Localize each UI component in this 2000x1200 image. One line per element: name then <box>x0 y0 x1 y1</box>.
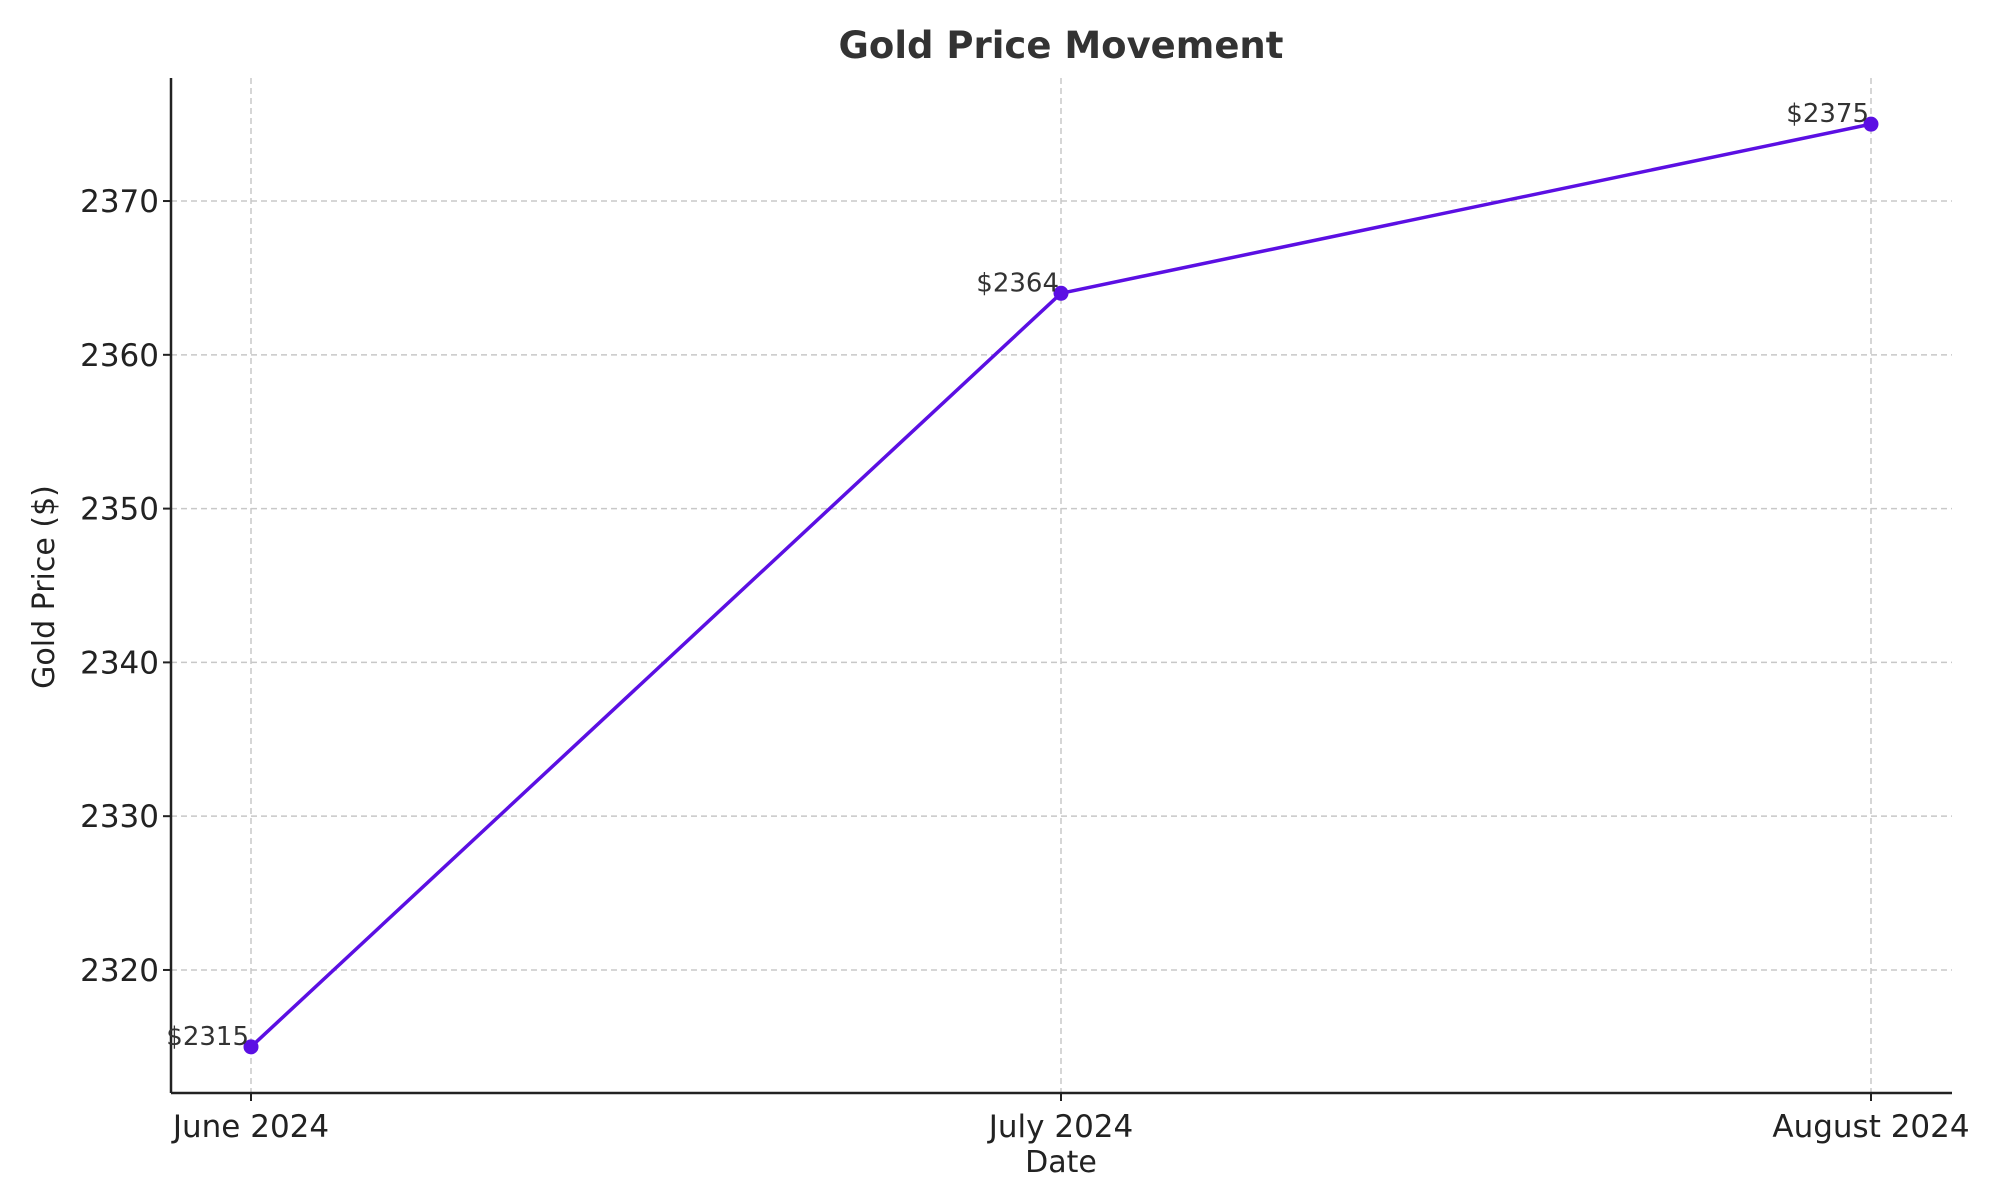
data-label: $2364 <box>976 268 1059 298</box>
chart-title: Gold Price Movement <box>839 24 1284 67</box>
y-tick-label: 2350 <box>80 492 159 528</box>
data-point <box>1863 116 1879 132</box>
x-tick-label: August 2024 <box>1772 1109 1969 1145</box>
data-label: $2375 <box>1786 99 1869 129</box>
data-label: $2315 <box>166 1022 249 1052</box>
data-point <box>1053 285 1069 301</box>
series-layer <box>243 116 1879 1055</box>
y-tick-label: 2370 <box>80 184 159 220</box>
x-axis-label: Date <box>1025 1145 1097 1180</box>
y-tick-label: 2330 <box>80 799 159 835</box>
ticks-layer: 2320 2330 2340 2350 2360 2370 June 2024 July 20… <box>80 184 1970 1145</box>
y-axis-label: Gold Price ($) <box>27 485 62 689</box>
data-labels-layer: $2315 $2364 $2375 <box>166 99 1869 1052</box>
y-tick-label: 2320 <box>80 953 159 989</box>
y-tick-label: 2340 <box>80 645 159 681</box>
x-tick-label: June 2024 <box>171 1109 329 1145</box>
y-tick-label: 2360 <box>80 338 159 374</box>
grid-layer <box>171 78 1952 1093</box>
x-tick-label: July 2024 <box>987 1109 1134 1145</box>
data-point <box>243 1039 259 1055</box>
